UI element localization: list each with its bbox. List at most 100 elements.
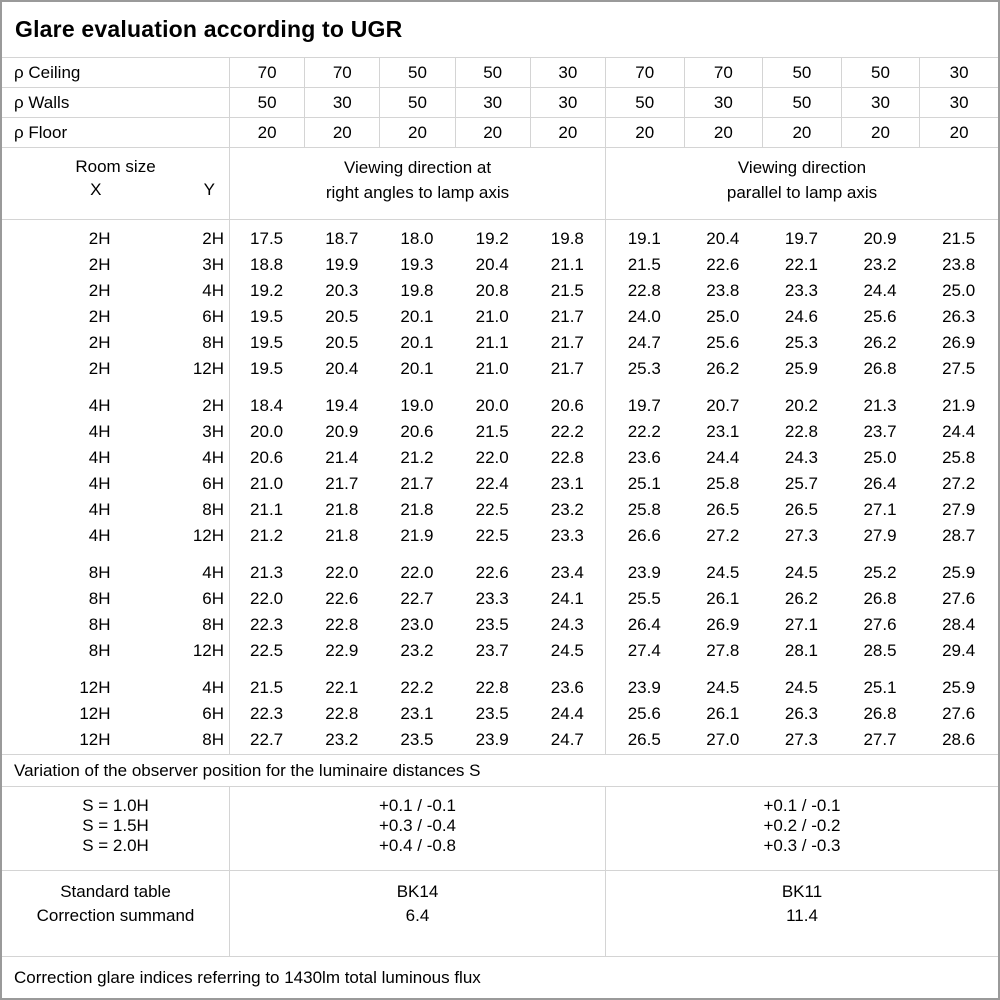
ugr-value-right-angles: 20.4 <box>475 255 509 274</box>
ugr-value-right-angles: 20.6 <box>250 448 284 467</box>
room-size-x: 4H <box>88 396 111 415</box>
ugr-value-parallel: 23.6 <box>627 448 661 467</box>
ugr-value-right-angles: 23.1 <box>400 704 434 723</box>
ugr-value-parallel: 23.8 <box>706 281 740 300</box>
ugr-value-right-angles: 22.0 <box>250 589 284 608</box>
ugr-value-right-angles: 23.9 <box>475 730 509 749</box>
ugr-data-row: 12H 8H 22.7 23.2 23.5 23.9 24.7 26.5 27.0 27.3 27.… <box>2 727 998 753</box>
ugr-value-right-angles: 21.1 <box>475 333 509 352</box>
group-label-line: Viewing direction at <box>343 158 492 177</box>
ugr-value-right-angles: 21.0 <box>250 474 284 493</box>
ugr-value-parallel: 27.6 <box>942 589 976 608</box>
ugr-value-right-angles: 22.7 <box>250 730 284 749</box>
ugr-value-parallel: 24.3 <box>784 448 818 467</box>
ugr-value-parallel: 28.4 <box>942 615 976 634</box>
ugr-value-right-angles: 18.8 <box>250 255 284 274</box>
reflectance-header: ρ Ceiling 70 70 50 50 30 70 70 50 50 30 ρ Walls 50 30… <box>2 58 998 148</box>
reflectance-value: 50 <box>379 58 454 87</box>
room-size-y: 12H <box>192 641 224 660</box>
reflectance-value: 20 <box>683 118 763 147</box>
ugr-data-row: 2H 2H 17.5 18.7 18.0 19.2 19.8 19.1 20.4 19.7 20.9… <box>2 226 998 252</box>
ugr-value-right-angles: 23.3 <box>475 589 509 608</box>
ugr-value-right-angles: 20.8 <box>475 281 509 300</box>
ugr-value-parallel: 25.1 <box>863 678 897 697</box>
ugr-value-right-angles: 23.2 <box>400 641 434 660</box>
ugr-value-parallel: 24.6 <box>784 307 818 326</box>
ugr-value-parallel: 23.2 <box>863 255 897 274</box>
ugr-value-parallel: 24.5 <box>784 678 818 697</box>
reflectance-value: 20 <box>529 118 605 147</box>
ugr-value-right-angles: 21.0 <box>475 307 509 326</box>
ugr-value-parallel: 24.5 <box>784 563 818 582</box>
ugr-value-right-angles: 20.1 <box>400 307 434 326</box>
ugr-value-parallel: 25.6 <box>627 704 661 723</box>
ugr-value-right-angles: 19.9 <box>325 255 359 274</box>
ugr-data-row: 8H 8H 22.3 22.8 23.0 23.5 24.3 26.4 26.9 27.1 27.6… <box>2 612 998 638</box>
ugr-value-parallel: 26.9 <box>706 615 740 634</box>
group-label-line: Viewing direction <box>737 158 867 177</box>
variation-value: +0.4 / -0.8 <box>378 836 457 855</box>
correction-summand-value: 6.4 <box>405 906 430 925</box>
ugr-value-right-angles: 23.3 <box>550 526 584 545</box>
ugr-value-right-angles: 22.0 <box>475 448 509 467</box>
ugr-value-right-angles: 19.8 <box>400 281 434 300</box>
room-size-y: 3H <box>202 422 224 441</box>
reflectance-value: 50 <box>762 58 841 87</box>
ugr-value-parallel: 27.1 <box>863 500 897 519</box>
ugr-value-right-angles: 22.7 <box>400 589 434 608</box>
ugr-value-right-angles: 21.7 <box>400 474 434 493</box>
ugr-value-right-angles: 20.0 <box>475 396 509 415</box>
ugr-value-parallel: 19.7 <box>784 229 818 248</box>
ugr-value-right-angles: 22.8 <box>325 615 359 634</box>
reflectance-value: 20 <box>304 118 379 147</box>
ugr-value-parallel: 21.3 <box>863 396 897 415</box>
ugr-value-right-angles: 23.5 <box>475 615 509 634</box>
ugr-value-right-angles: 19.5 <box>250 359 284 378</box>
ugr-value-parallel: 25.7 <box>784 474 818 493</box>
reflectance-value: 50 <box>762 88 841 117</box>
ugr-value-parallel: 25.9 <box>942 678 976 697</box>
room-size-y: 2H <box>202 229 224 248</box>
ugr-value-parallel: 28.6 <box>942 730 976 749</box>
ugr-data-row: 12H 4H 21.5 22.1 22.2 22.8 23.6 23.9 24.5 24.5 25.… <box>2 675 998 701</box>
ugr-data-row: 8H 6H 22.0 22.6 22.7 23.3 24.1 25.5 26.1 26.2 26.8… <box>2 586 998 612</box>
ugr-value-right-angles: 22.8 <box>550 448 584 467</box>
ugr-value-right-angles: 21.2 <box>250 526 284 545</box>
ugr-data-rows: 2H 2H 17.5 18.7 18.0 19.2 19.8 19.1 20.4 19.7 20.9… <box>2 226 998 753</box>
ugr-value-parallel: 27.6 <box>863 615 897 634</box>
ugr-value-parallel: 25.8 <box>942 448 976 467</box>
ugr-value-right-angles: 17.5 <box>250 229 284 248</box>
ugr-value-parallel: 25.8 <box>706 474 740 493</box>
ugr-value-parallel: 21.5 <box>627 255 661 274</box>
reflectance-row: ρ Ceiling 70 70 50 50 30 70 70 50 50 30 <box>2 58 998 88</box>
ugr-value-parallel: 26.3 <box>942 307 976 326</box>
ugr-value-right-angles: 19.8 <box>550 229 584 248</box>
ugr-data-row: 2H 6H 19.5 20.5 20.1 21.0 21.7 24.0 25.0 24.6 25.6… <box>2 304 998 330</box>
room-size-x: 2H <box>88 307 111 326</box>
ugr-value-parallel: 24.5 <box>706 563 740 582</box>
ugr-value-right-angles: 20.1 <box>400 333 434 352</box>
reflectance-value: 20 <box>919 118 998 147</box>
ugr-value-parallel: 19.1 <box>627 229 661 248</box>
ugr-value-right-angles: 18.7 <box>325 229 359 248</box>
group-divider <box>605 220 606 754</box>
room-size-y: 8H <box>202 333 224 352</box>
ugr-value-parallel: 26.6 <box>627 526 661 545</box>
reflectance-row-label: ρ Ceiling <box>14 62 81 82</box>
ugr-value-parallel: 22.1 <box>784 255 818 274</box>
x-column-header: X <box>90 180 102 199</box>
footer-note: Correction glare indices referring to 14… <box>14 967 481 987</box>
room-size-y: 4H <box>202 281 224 300</box>
variation-value: +0.3 / -0.3 <box>763 836 841 855</box>
ugr-value-parallel: 26.2 <box>784 589 818 608</box>
reflectance-value: 50 <box>454 58 530 87</box>
standard-table-value: BK14 <box>396 882 439 901</box>
ugr-value-parallel: 25.0 <box>706 307 740 326</box>
reflectance-value: 20 <box>229 118 304 147</box>
standard-values-parallel: BK11 11.4 <box>605 871 998 956</box>
variation-value: +0.1 / -0.1 <box>763 796 841 815</box>
reflectance-value: 70 <box>683 58 763 87</box>
ugr-value-parallel: 26.8 <box>863 704 897 723</box>
ugr-value-right-angles: 22.2 <box>400 678 434 697</box>
reflectance-value: 50 <box>604 88 684 117</box>
